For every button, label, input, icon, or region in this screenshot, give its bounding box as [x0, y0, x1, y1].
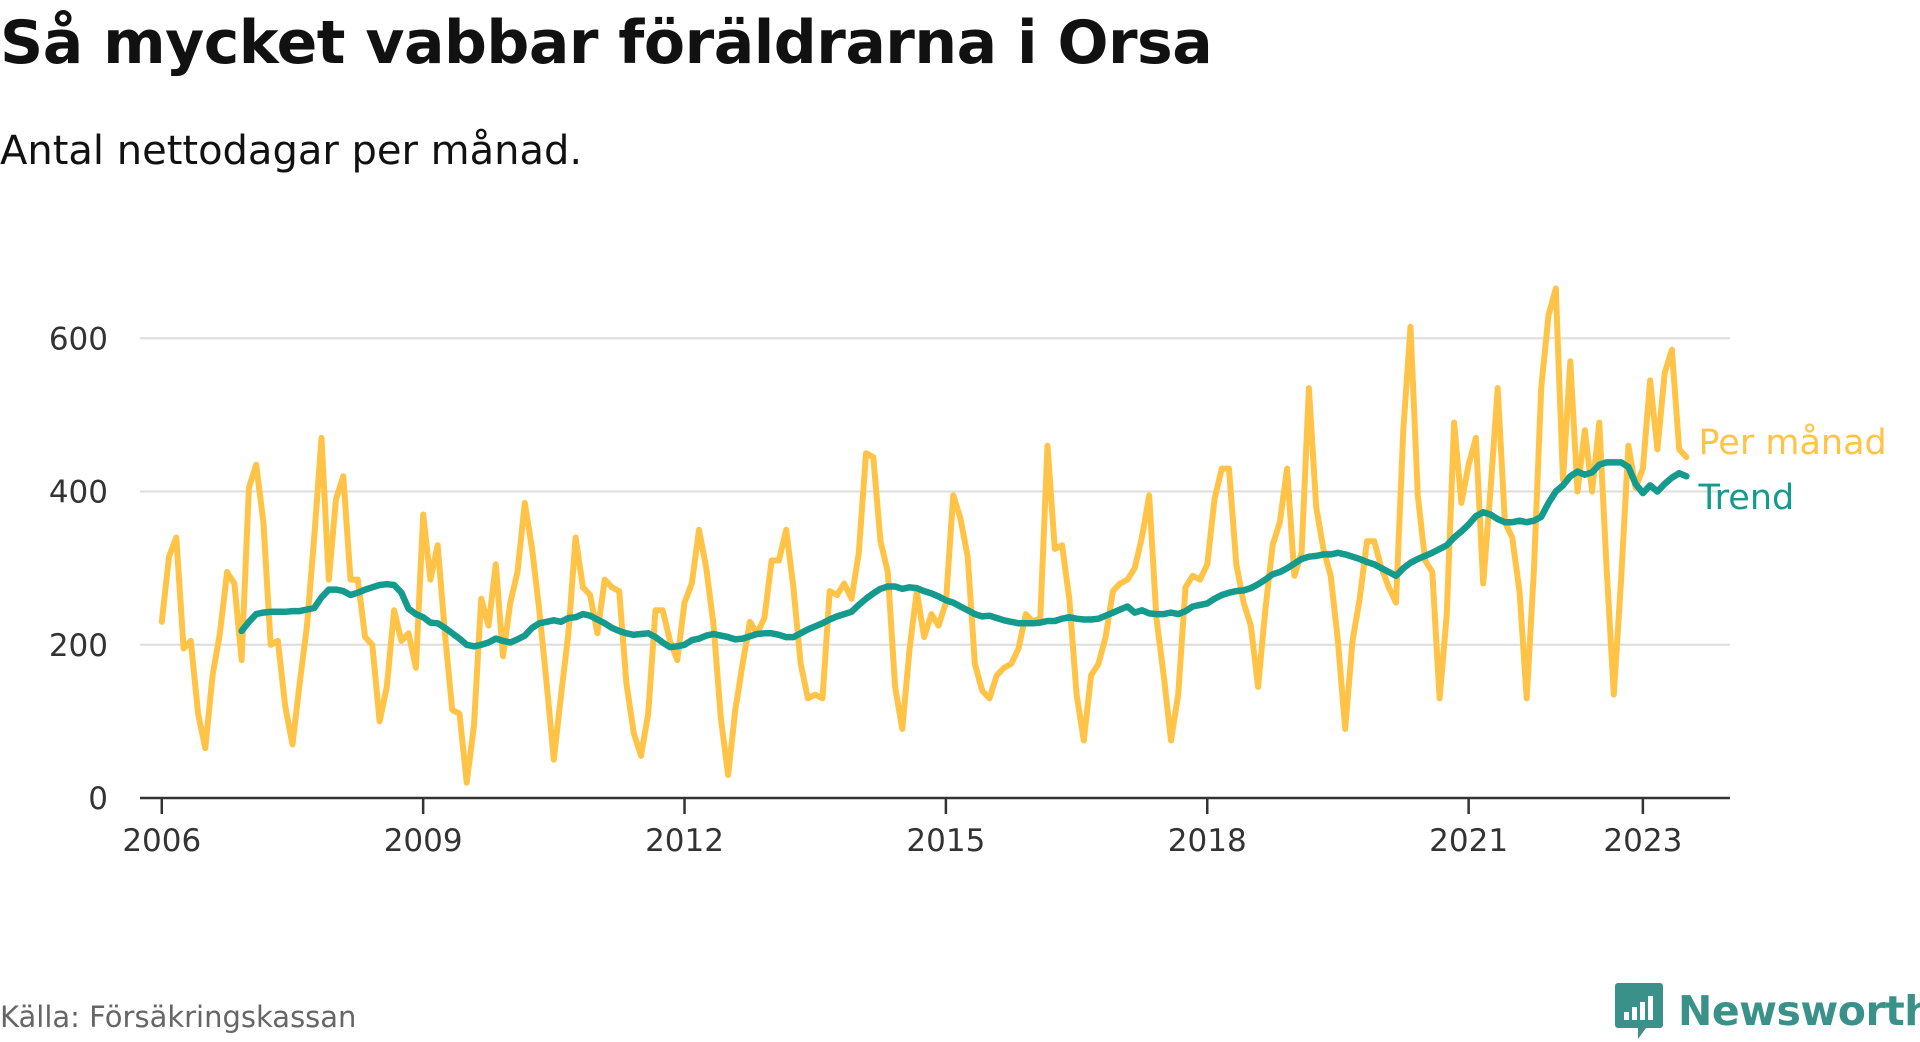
x-axis: 2006 2009 2012 2015 2018 2021 2023 — [122, 796, 1730, 859]
x-tick-label: 2015 — [906, 823, 985, 859]
x-tick-label: 2021 — [1429, 823, 1508, 859]
y-tick-label: 200 — [49, 628, 108, 664]
y-tick-label: 400 — [49, 475, 108, 511]
source-note: Källa: Försäkringskassan — [0, 1000, 357, 1034]
y-tick-label: 0 — [88, 781, 108, 817]
series-line-trend — [238, 459, 1690, 651]
chart-title: Så mycket vabbar föräldrarna i Orsa — [0, 8, 1213, 78]
x-tick-label: 2009 — [384, 823, 463, 859]
x-tick-label: 2006 — [122, 823, 201, 859]
legend: Per månad Trend — [1697, 422, 1886, 518]
bar-chart-speech-bubble-icon — [1615, 983, 1663, 1039]
x-tick-label: 2018 — [1168, 823, 1247, 859]
chart-subtitle: Antal nettodagar per månad. — [0, 128, 583, 174]
x-tick-label: 2012 — [645, 823, 724, 859]
brand-name: Newsworthy — [1678, 987, 1920, 1035]
series-label: Per månad — [1698, 422, 1886, 463]
series-label: Trend — [1697, 478, 1794, 518]
y-axis-ticks: 0 200 400 600 — [49, 321, 108, 817]
x-tick-label: 2023 — [1603, 823, 1682, 859]
series-line-per-manad — [158, 285, 1690, 786]
series-lines — [158, 285, 1690, 786]
newsworthy-logo: Newsworthy — [1614, 980, 1920, 1042]
y-tick-label: 600 — [49, 321, 108, 357]
